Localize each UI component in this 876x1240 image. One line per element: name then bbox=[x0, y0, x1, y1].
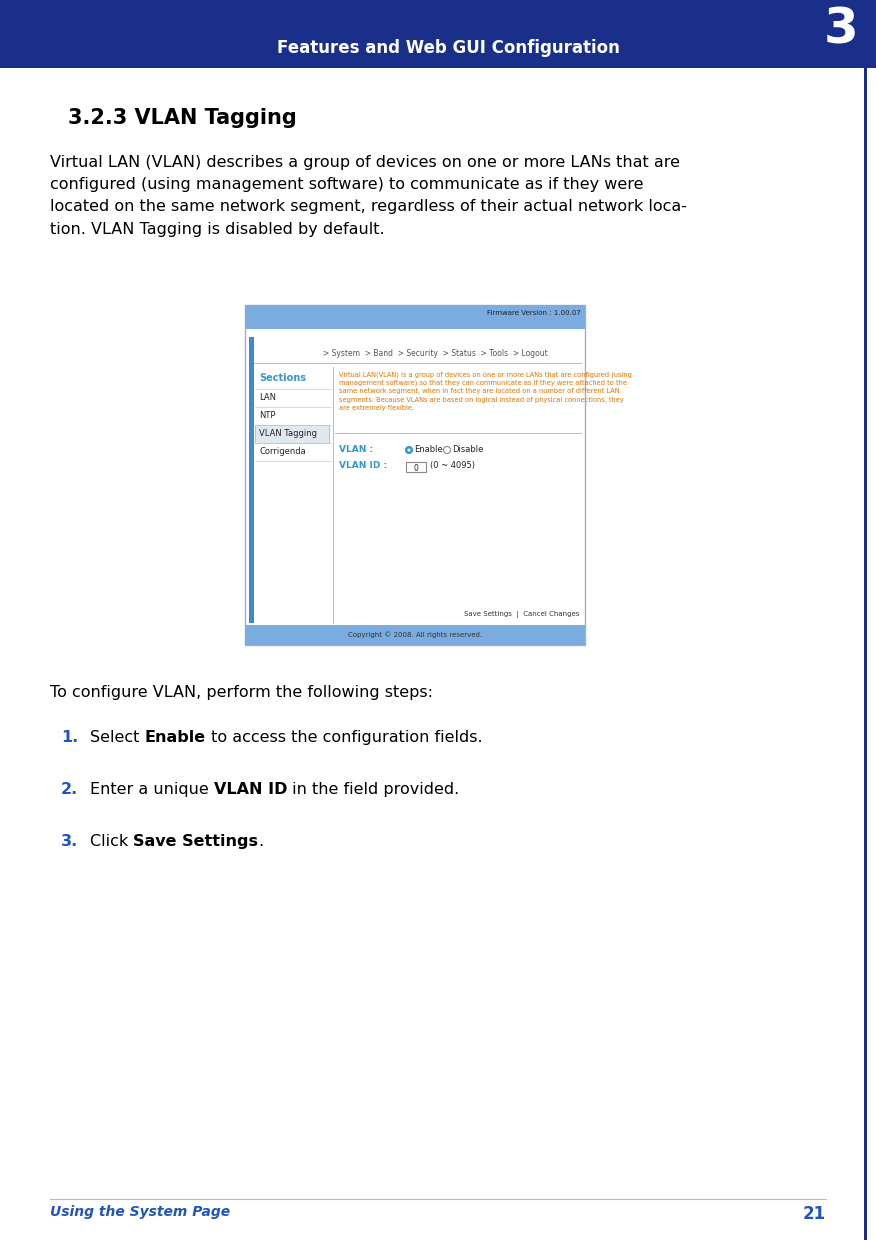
Bar bbox=[245, 305, 585, 329]
Text: Save Settings: Save Settings bbox=[133, 835, 258, 849]
Bar bbox=[0, 0, 876, 68]
Text: VLAN ID :: VLAN ID : bbox=[339, 461, 387, 470]
Text: Corrigenda: Corrigenda bbox=[259, 446, 306, 456]
Text: VLAN Tagging: VLAN Tagging bbox=[259, 429, 317, 438]
Text: Save Settings  |  Cancel Changes: Save Settings | Cancel Changes bbox=[463, 611, 579, 618]
Text: Sections: Sections bbox=[259, 373, 306, 383]
Text: > System  > Band  > Security  > Status  > Tools  > Logout: > System > Band > Security > Status > To… bbox=[322, 348, 548, 358]
Text: 21: 21 bbox=[803, 1205, 826, 1223]
Text: VLAN ID: VLAN ID bbox=[214, 782, 287, 797]
Text: VLAN :: VLAN : bbox=[339, 445, 373, 454]
Text: Copyright © 2008. All rights reserved.: Copyright © 2008. All rights reserved. bbox=[348, 631, 482, 639]
Text: 3: 3 bbox=[823, 6, 858, 55]
Circle shape bbox=[443, 446, 450, 454]
Text: 3.2.3 VLAN Tagging: 3.2.3 VLAN Tagging bbox=[68, 108, 297, 128]
Text: Virtual LAN(VLAN) is a group of devices on one or more LANs that are configured : Virtual LAN(VLAN) is a group of devices … bbox=[339, 371, 632, 410]
Text: Enter a unique: Enter a unique bbox=[90, 782, 214, 797]
Text: .: . bbox=[258, 835, 264, 849]
Text: in the field provided.: in the field provided. bbox=[287, 782, 460, 797]
Bar bbox=[406, 463, 426, 472]
Text: 1.: 1. bbox=[60, 730, 78, 745]
Text: Disable: Disable bbox=[452, 445, 484, 454]
Circle shape bbox=[406, 446, 413, 454]
Text: Select: Select bbox=[90, 730, 145, 745]
Bar bbox=[864, 68, 867, 1240]
Bar bbox=[249, 370, 254, 621]
Text: Enable: Enable bbox=[414, 445, 442, 454]
Text: Enable: Enable bbox=[145, 730, 206, 745]
Text: 2.: 2. bbox=[60, 782, 78, 797]
Text: to access the configuration fields.: to access the configuration fields. bbox=[206, 730, 483, 745]
Text: Click: Click bbox=[90, 835, 133, 849]
Text: (0 ~ 4095): (0 ~ 4095) bbox=[430, 461, 475, 470]
Text: Firmware Version : 1.00.07: Firmware Version : 1.00.07 bbox=[487, 310, 581, 316]
Bar bbox=[245, 625, 585, 645]
Text: Virtual LAN (VLAN) describes a group of devices on one or more LANs that are
con: Virtual LAN (VLAN) describes a group of … bbox=[50, 155, 687, 237]
Text: Using the System Page: Using the System Page bbox=[50, 1205, 230, 1219]
Bar bbox=[245, 305, 585, 645]
Text: 3.: 3. bbox=[60, 835, 78, 849]
Bar bbox=[249, 337, 254, 622]
Text: Features and Web GUI Configuration: Features and Web GUI Configuration bbox=[277, 38, 619, 57]
Text: 0: 0 bbox=[413, 464, 419, 472]
Bar bbox=[255, 425, 329, 443]
Circle shape bbox=[407, 449, 411, 451]
Text: LAN: LAN bbox=[259, 393, 276, 402]
Text: NTP: NTP bbox=[259, 410, 275, 420]
Text: To configure VLAN, perform the following steps:: To configure VLAN, perform the following… bbox=[50, 684, 433, 701]
